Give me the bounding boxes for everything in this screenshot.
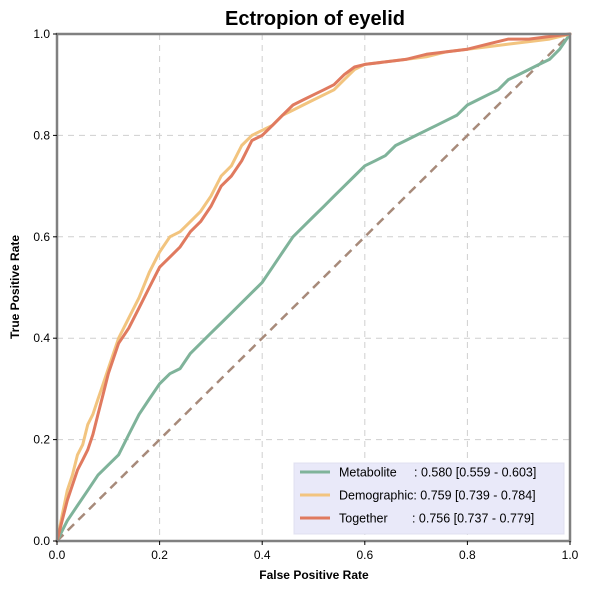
legend-box xyxy=(293,462,565,535)
y-tick-label: 0.8 xyxy=(33,128,50,142)
x-tick-label: 0.2 xyxy=(151,548,168,562)
y-tick-label: 0.2 xyxy=(33,433,50,447)
legend-label-together: Together : 0.756 [0.737 - 0.779] xyxy=(339,512,534,526)
y-axis-title: True Positive Rate xyxy=(8,235,22,339)
y-axis-ticks: 0.0 0.2 0.4 0.6 0.8 1.0 xyxy=(33,27,57,548)
legend-label-demographic: Demographic: 0.759 [0.739 - 0.784] xyxy=(339,489,536,503)
x-tick-label: 0.8 xyxy=(459,548,476,562)
diagonal-line xyxy=(56,33,571,542)
legend-label-metabolite: Metabolite : 0.580 [0.559 - 0.603] xyxy=(339,466,536,480)
series-line-together xyxy=(55,32,572,543)
x-axis-ticks: 0.0 0.2 0.4 0.6 0.8 1.0 xyxy=(49,541,579,562)
x-tick-label: 0.6 xyxy=(356,548,373,562)
y-tick-label: 0.4 xyxy=(33,331,50,345)
y-tick-label: 0.6 xyxy=(33,230,50,244)
y-tick-label: 1.0 xyxy=(33,27,50,41)
y-tick-label: 0.0 xyxy=(33,534,50,548)
series-line-metabolite xyxy=(55,32,572,543)
x-tick-label: 0.4 xyxy=(254,548,271,562)
plot-frame xyxy=(55,32,572,543)
series-lines xyxy=(55,32,572,543)
x-tick-label: 1.0 xyxy=(562,548,579,562)
grid-lines xyxy=(57,34,570,541)
x-axis-title: False Positive Rate xyxy=(259,568,369,582)
chart-title: Ectropion of eyelid xyxy=(225,8,405,30)
chance-diagonal xyxy=(56,33,571,542)
legend: Metabolite : 0.580 [0.559 - 0.603] Demogr… xyxy=(293,462,565,535)
x-tick-label: 0.0 xyxy=(49,548,66,562)
